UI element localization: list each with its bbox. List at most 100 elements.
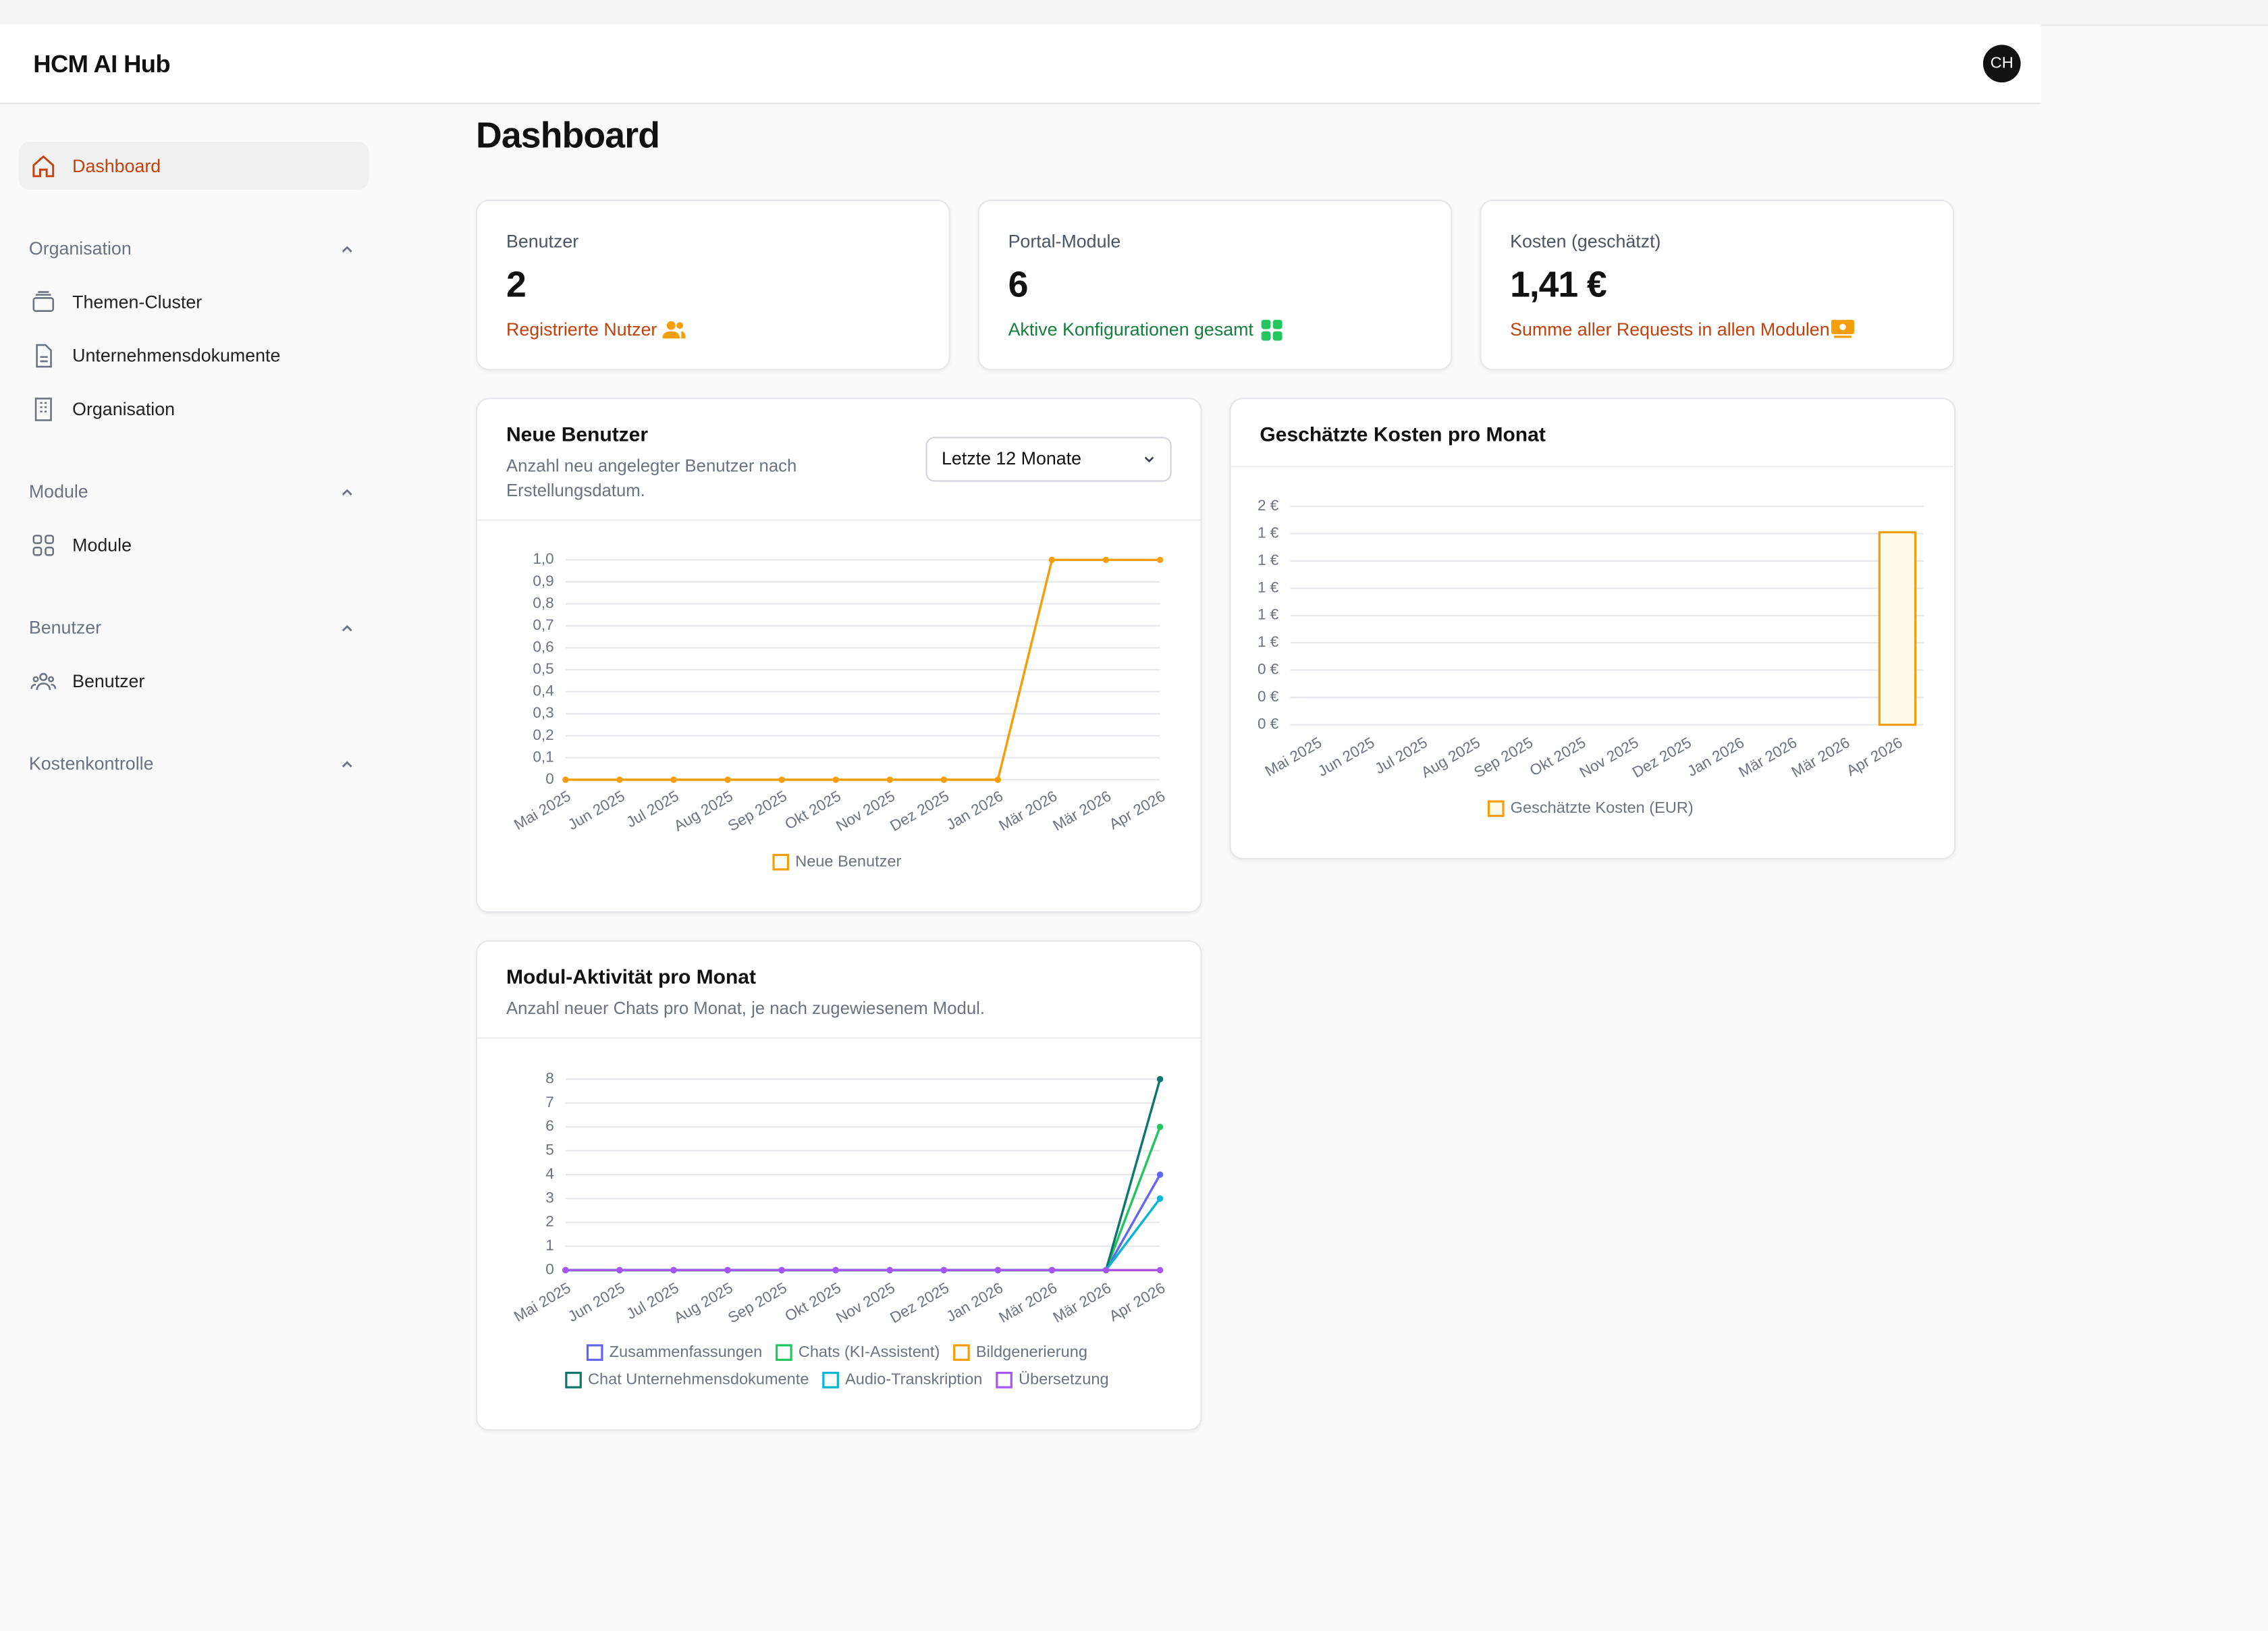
legend-item[interactable]: Bildgenerierung	[953, 1343, 1087, 1361]
x-tick-label: Apr 2026	[1106, 1279, 1168, 1325]
x-tick-label: Apr 2026	[1106, 787, 1168, 832]
legend-swatch	[996, 1371, 1013, 1389]
x-tick-label: Sep 2025	[725, 787, 790, 834]
stat-label: Benutzer	[506, 231, 579, 252]
point	[1156, 1266, 1164, 1274]
nav-item[interactable]: Themen-Cluster	[72, 292, 202, 313]
chart-card: Modul-Aktivität pro Monat Anzahl neuer C…	[476, 940, 1202, 1431]
y-tick-label: 1	[545, 1237, 554, 1254]
point	[832, 1266, 839, 1274]
grid-icon	[32, 535, 55, 556]
nav-dashboard[interactable]: Dashboard	[72, 156, 161, 177]
stat-note: Summe aller Requests in allen Modulen	[1510, 319, 1830, 340]
money-icon	[1831, 319, 1855, 338]
stat-card: Portal-Module 6 Aktive Konfigurationen g…	[977, 199, 1453, 371]
nav-item[interactable]: Benutzer	[72, 671, 145, 692]
select-label[interactable]: Letzte 12 Monate	[942, 448, 1082, 469]
series-line	[565, 1198, 1161, 1272]
point	[562, 1266, 569, 1274]
legend-item[interactable]: Zusammenfassungen	[586, 1343, 762, 1361]
chart-card: Neue Benutzer Anzahl neu angelegter Benu…	[476, 398, 1202, 913]
point	[1048, 1266, 1056, 1274]
nav-group[interactable]: Module	[28, 481, 88, 502]
divider	[477, 519, 1201, 521]
chart-title: Neue Benutzer	[506, 422, 649, 446]
building-icon	[34, 398, 52, 421]
x-tick-label: Jan 2026	[944, 787, 1006, 833]
chart-card: Geschätzte Kosten pro Monat	[1229, 398, 1956, 859]
legend-swatch	[776, 1344, 792, 1361]
y-tick-label: 0,1	[533, 748, 554, 765]
x-tick-label: Mai 2025	[511, 787, 574, 833]
y-tick-label: 0,5	[533, 660, 554, 677]
y-tick-label: 0,2	[533, 726, 554, 743]
x-tick-label: Mär 2026	[996, 1279, 1060, 1326]
point	[724, 776, 731, 783]
chevron[interactable]	[338, 483, 356, 501]
brand[interactable]: HCM AI Hub	[33, 51, 170, 78]
nav-item[interactable]: Organisation	[72, 399, 176, 420]
nav-item[interactable]: Module	[72, 535, 132, 556]
y-tick-label: 0,4	[533, 683, 554, 699]
point	[886, 776, 893, 783]
x-tick-label: Mär 2026	[996, 787, 1060, 834]
x-tick-label: Dez 2025	[887, 787, 952, 834]
stat-label: Portal-Module	[1008, 231, 1121, 252]
x-tick-label: Mai 2025	[1262, 734, 1325, 780]
y-tick-label: 1,0	[533, 550, 554, 567]
legend-item[interactable]: Chats (KI-Assistent)	[776, 1343, 940, 1361]
point	[994, 776, 1002, 783]
page-title: Dashboard	[476, 115, 660, 157]
legend-label: Bildgenerierung	[976, 1343, 1087, 1360]
legend-label: Neue Benutzer	[795, 852, 901, 870]
avatar[interactable]: CH	[1982, 45, 2021, 83]
legend-item[interactable]: Neue Benutzer	[772, 852, 902, 871]
legend-swatch	[822, 1371, 839, 1389]
y-tick-label: 3	[545, 1189, 554, 1206]
nav-active-bg[interactable]	[18, 142, 369, 190]
legend-item[interactable]: Geschätzte Kosten (EUR)	[1487, 799, 1694, 818]
x-tick-label: Aug 2025	[1418, 734, 1483, 781]
legend-item[interactable]: Audio-Transkription	[822, 1370, 983, 1389]
modules-icon	[1261, 319, 1282, 341]
nav-group[interactable]: Kostenkontrolle	[28, 753, 154, 774]
range-select[interactable]: Letzte 12 Monate	[925, 437, 1172, 482]
point	[1156, 1171, 1164, 1178]
nav-group[interactable]: Organisation	[28, 238, 132, 259]
point	[670, 776, 677, 783]
x-tick-label: Okt 2025	[782, 787, 844, 832]
x-tick-label: Nov 2025	[1577, 734, 1642, 781]
x-tick-label: Mai 2025	[511, 1279, 574, 1325]
y-tick-label: 1 €	[1258, 633, 1279, 650]
chevron[interactable]	[338, 755, 356, 773]
legend-label: Geschätzte Kosten (EUR)	[1511, 799, 1694, 816]
nav-item[interactable]: Unternehmensdokumente	[72, 346, 281, 367]
legend-swatch	[953, 1344, 970, 1361]
x-tick-label: Mär 2026	[1050, 1279, 1114, 1326]
series-line	[565, 558, 1160, 781]
point	[1156, 1195, 1164, 1202]
x-tick-label: Dez 2025	[1629, 734, 1694, 781]
chevron[interactable]	[338, 240, 356, 258]
x-tick-label: Jan 2026	[944, 1279, 1006, 1325]
y-tick-label: 6	[545, 1117, 554, 1134]
legend-swatch	[772, 853, 790, 871]
point	[1156, 1075, 1164, 1083]
x-tick-label: Nov 2025	[833, 787, 898, 834]
x-tick-label: Mär 2026	[1050, 787, 1114, 834]
y-tick-label: 1 €	[1258, 579, 1279, 595]
y-tick-label: 0,7	[533, 616, 554, 633]
y-tick-label: 0	[545, 770, 554, 787]
home-icon	[32, 155, 55, 178]
x-tick-label: Sep 2025	[725, 1279, 790, 1327]
chart-subtitle: Anzahl neu angelegter Benutzer nach Erst…	[506, 456, 797, 501]
x-tick-label: Dez 2025	[887, 1279, 952, 1327]
point	[832, 776, 839, 783]
chevron[interactable]	[338, 619, 356, 637]
legend-item[interactable]: Übersetzung	[996, 1370, 1109, 1389]
point	[1156, 556, 1164, 563]
legend-item[interactable]: Chat Unternehmensdokumente	[565, 1370, 809, 1389]
chevron[interactable]	[1141, 452, 1158, 468]
chart-title: Geschätzte Kosten pro Monat	[1260, 422, 1546, 446]
nav-group[interactable]: Benutzer	[28, 618, 102, 638]
